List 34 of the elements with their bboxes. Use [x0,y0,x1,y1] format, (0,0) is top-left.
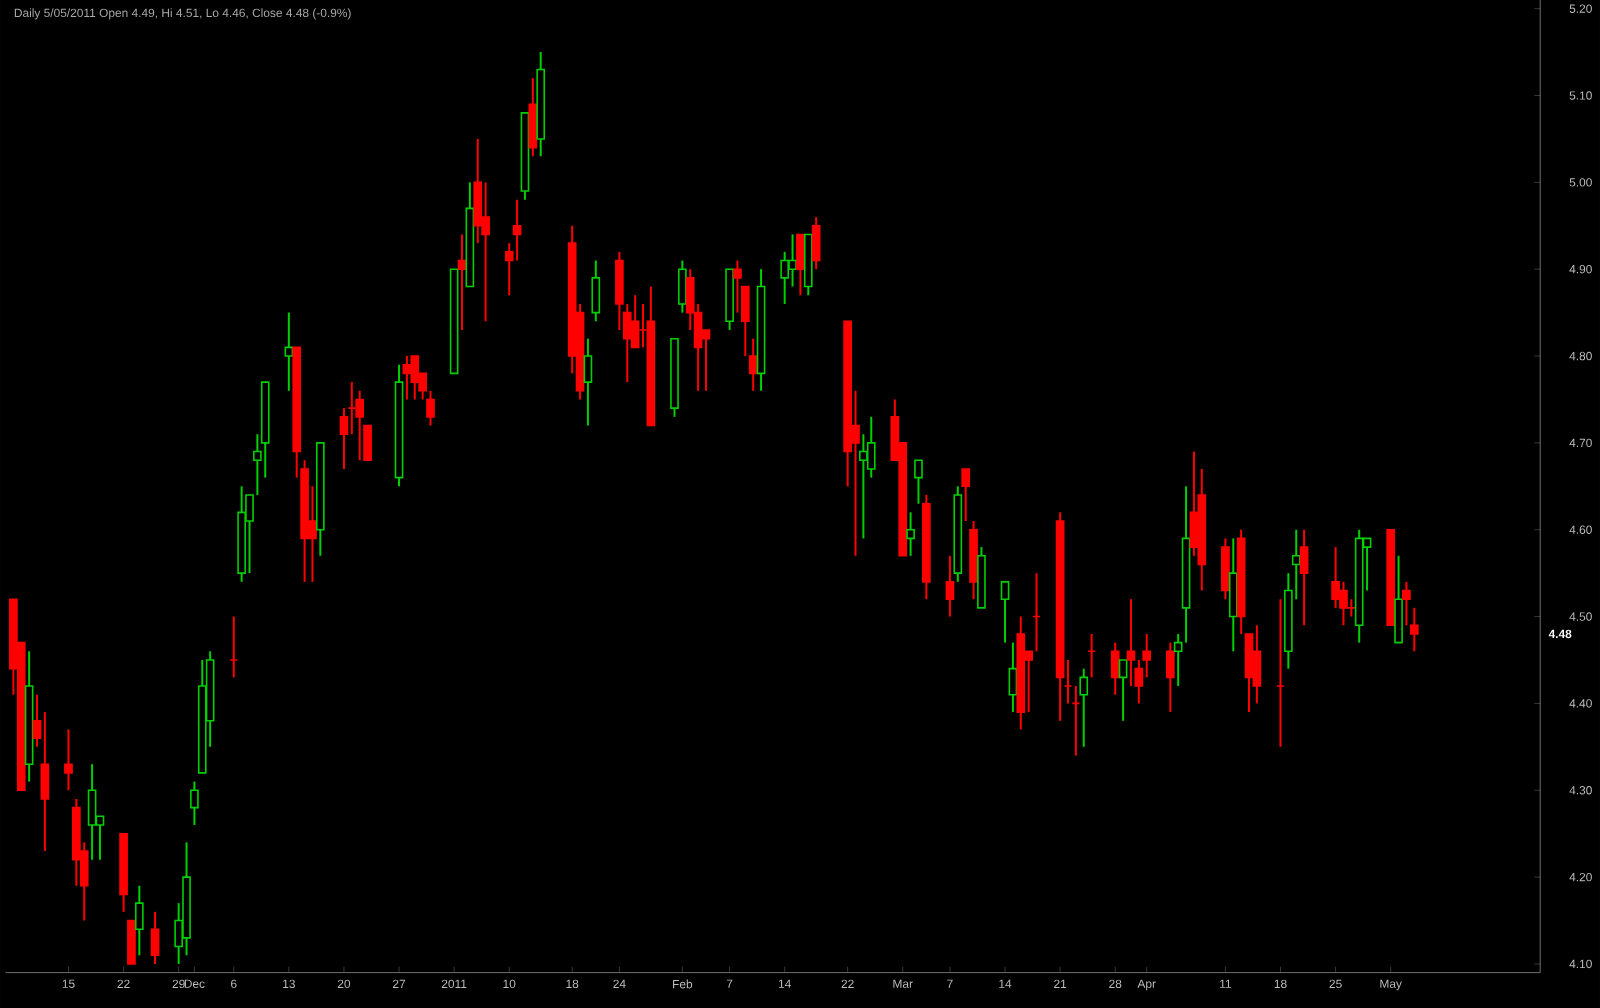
candlestick [914,459,923,505]
candlestick [733,259,742,314]
candlestick [945,554,955,618]
candlestick [583,337,593,427]
candlestick [355,389,365,461]
candlestick [796,233,805,296]
candlestick [134,884,144,957]
candlestick [40,710,50,852]
candlestick [906,511,915,557]
candlestick [1165,641,1175,713]
candlestick [512,198,522,262]
candlestick [87,762,97,861]
candlestick [811,215,821,270]
candlestick [859,432,868,540]
candlestick [1252,624,1262,705]
candlestick [457,233,467,331]
candlestick [1299,528,1309,626]
candlestick [410,354,420,401]
candlestick [1118,658,1128,722]
candlestick [788,233,797,288]
candlestick [1394,554,1403,644]
candlestick [678,259,687,314]
candlestick [1000,580,1010,644]
candlestick [1110,641,1120,696]
candlestick [1221,537,1230,600]
candlestick [127,919,136,965]
candlestick [1079,667,1089,748]
candlestick [591,259,601,323]
candlestick [150,910,160,965]
candlestick [961,467,971,522]
candlestick [190,780,199,826]
candlestick [1228,537,1238,653]
candlestick [64,728,73,792]
candlestick [528,76,538,158]
